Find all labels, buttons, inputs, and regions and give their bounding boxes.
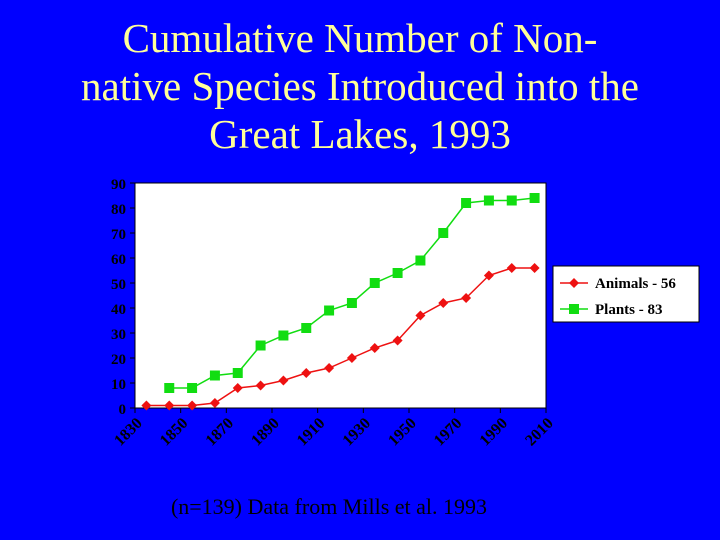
plants-data-point [164, 383, 175, 393]
plants-data-point [187, 383, 198, 393]
footnote: (n=139) Data from Mills et al. 1993 [170, 494, 488, 519]
y-tick-label: 70 [111, 227, 126, 243]
x-tick-label: 1910 [294, 415, 329, 450]
y-tick-label: 30 [111, 327, 126, 343]
animals-data-point [506, 263, 517, 273]
plants-data-point [438, 228, 449, 238]
plants-data-point [232, 368, 243, 378]
x-tick-label: 1990 [477, 415, 512, 450]
plants-data-point [506, 195, 517, 206]
animals-data-point [529, 263, 540, 273]
animals-data-point [369, 343, 380, 353]
title-line-1: Cumulative Number of Non- [122, 15, 598, 61]
animals-data-point [483, 270, 494, 281]
legend-swatch-marker [569, 278, 579, 288]
x-tick-label: 1930 [340, 415, 375, 450]
slide-title: Cumulative Number of Non- native Species… [0, 14, 720, 158]
legend-label: Plants - 83 [595, 302, 663, 318]
x-tick-label: 1970 [431, 415, 466, 450]
plants-data-point [324, 305, 335, 316]
animals-data-point [415, 310, 426, 321]
plants-data-point [209, 370, 220, 381]
y-tick-label: 20 [111, 352, 126, 368]
animals-data-point [164, 400, 175, 411]
y-tick-label: 10 [111, 377, 126, 393]
plants-data-point [461, 198, 472, 208]
y-tick-label: 80 [111, 202, 126, 218]
animals-data-point [392, 335, 403, 346]
x-tick-label: 1890 [248, 415, 283, 450]
animals-data-point [324, 363, 335, 373]
animals-data-point [232, 383, 243, 393]
plants-data-point [301, 323, 312, 333]
x-tick-label: 1870 [203, 415, 238, 450]
animals-data-point [278, 375, 289, 386]
animals-data-point [209, 398, 220, 408]
x-tick-label: 1950 [385, 415, 420, 450]
x-tick-label: 2010 [522, 415, 557, 450]
legend-label: Animals - 56 [595, 276, 676, 292]
animals-data-point [187, 400, 198, 411]
title-line-3: Great Lakes, 1993 [209, 111, 511, 157]
y-tick-label: 40 [111, 302, 126, 318]
y-tick-label: 60 [111, 252, 126, 268]
y-tick-label: 0 [119, 402, 127, 418]
plants-data-point [415, 255, 426, 266]
x-tick-label: 1850 [157, 415, 192, 450]
plants-data-point [483, 195, 494, 206]
plants-data-point [255, 340, 266, 351]
y-tick-label: 50 [111, 277, 126, 293]
x-tick-label: 1830 [111, 415, 146, 450]
animals-data-point [438, 298, 449, 308]
animals-data-point [301, 368, 312, 378]
legend-swatch-marker [569, 304, 579, 314]
animals-data-point [346, 353, 357, 363]
plants-data-point [346, 298, 357, 308]
plot-area [134, 182, 547, 409]
title-line-2: native Species Introduced into the [81, 63, 639, 109]
plants-data-point [529, 193, 540, 203]
animals-data-point [255, 380, 266, 391]
plants-data-point [392, 268, 403, 278]
animals-data-point [141, 400, 152, 411]
plants-data-point [369, 278, 380, 288]
plants-data-point [278, 330, 289, 341]
animals-data-point [461, 293, 472, 303]
y-tick-label: 90 [111, 177, 126, 193]
